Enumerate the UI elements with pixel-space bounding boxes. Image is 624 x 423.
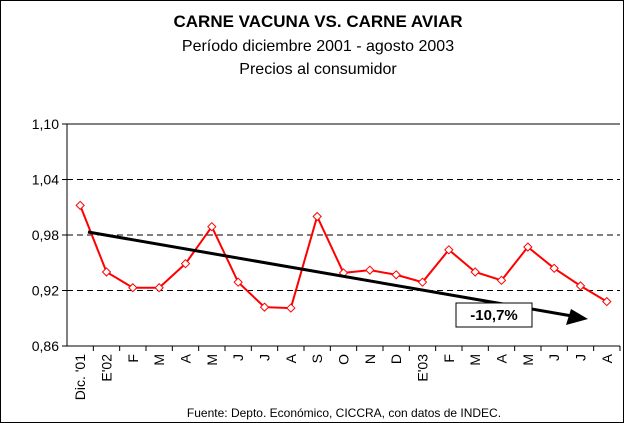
marker — [101, 267, 112, 277]
marker — [470, 267, 480, 277]
marker — [286, 303, 296, 313]
marker — [575, 281, 586, 291]
marker — [75, 200, 85, 211]
x-tick-label: J — [573, 354, 589, 361]
x-tick-label: J — [230, 354, 246, 361]
x-tick-label: S — [309, 354, 325, 363]
y-tick-label: 1,10 — [32, 116, 59, 132]
trend-arrow — [87, 230, 588, 325]
x-tick-label: N — [362, 354, 378, 364]
chart-subtitle: Precios al consumidor — [239, 61, 397, 78]
x-tick-label: A — [599, 353, 615, 363]
marker — [207, 221, 217, 232]
marker — [233, 277, 243, 287]
marker — [523, 242, 533, 252]
x-tick-label: A — [178, 353, 194, 363]
annotation: -10,7% — [470, 307, 518, 324]
x-tick-label: E'02 — [99, 354, 115, 382]
marker — [417, 277, 428, 287]
x-tick-label: D — [388, 354, 404, 364]
marker — [496, 275, 507, 286]
x-tick-label: M — [204, 354, 220, 366]
marker — [259, 302, 270, 312]
x-tick-label: F — [125, 354, 141, 363]
x-tick-label: M — [467, 354, 483, 366]
marker — [128, 283, 138, 293]
y-tick-label: 0,92 — [32, 283, 59, 299]
source-note: Fuente: Depto. Económico, CICCRA, con da… — [187, 406, 501, 420]
x-tick-label: A — [283, 353, 299, 363]
x-tick-label: J — [257, 354, 273, 361]
x-tick-label: F — [441, 354, 457, 363]
x-tick-label: Dic. '01 — [72, 354, 88, 400]
y-tick-label: 0,86 — [32, 338, 59, 354]
annotation-box — [455, 302, 533, 328]
chart-title: CARNE VACUNA VS. CARNE AVIAR — [173, 12, 462, 31]
x-tick-label: E'03 — [415, 354, 431, 382]
x-tick-label: O — [336, 354, 352, 365]
marker — [444, 245, 454, 255]
marker — [180, 258, 191, 269]
chart-subtitle: Período diciembre 2001 - agosto 2003 — [182, 38, 454, 55]
marker — [549, 263, 559, 274]
x-tick-label: M — [151, 354, 167, 366]
y-tick-label: 1,04 — [32, 172, 59, 188]
marker — [602, 296, 612, 307]
x-tick-label: M — [520, 354, 536, 366]
marker — [154, 283, 164, 293]
y-tick-label: 0,98 — [32, 227, 59, 243]
marker — [391, 270, 401, 280]
x-tick-label: A — [494, 353, 510, 363]
x-tick-label: J — [546, 354, 562, 361]
marker — [365, 265, 375, 275]
marker — [312, 211, 322, 222]
